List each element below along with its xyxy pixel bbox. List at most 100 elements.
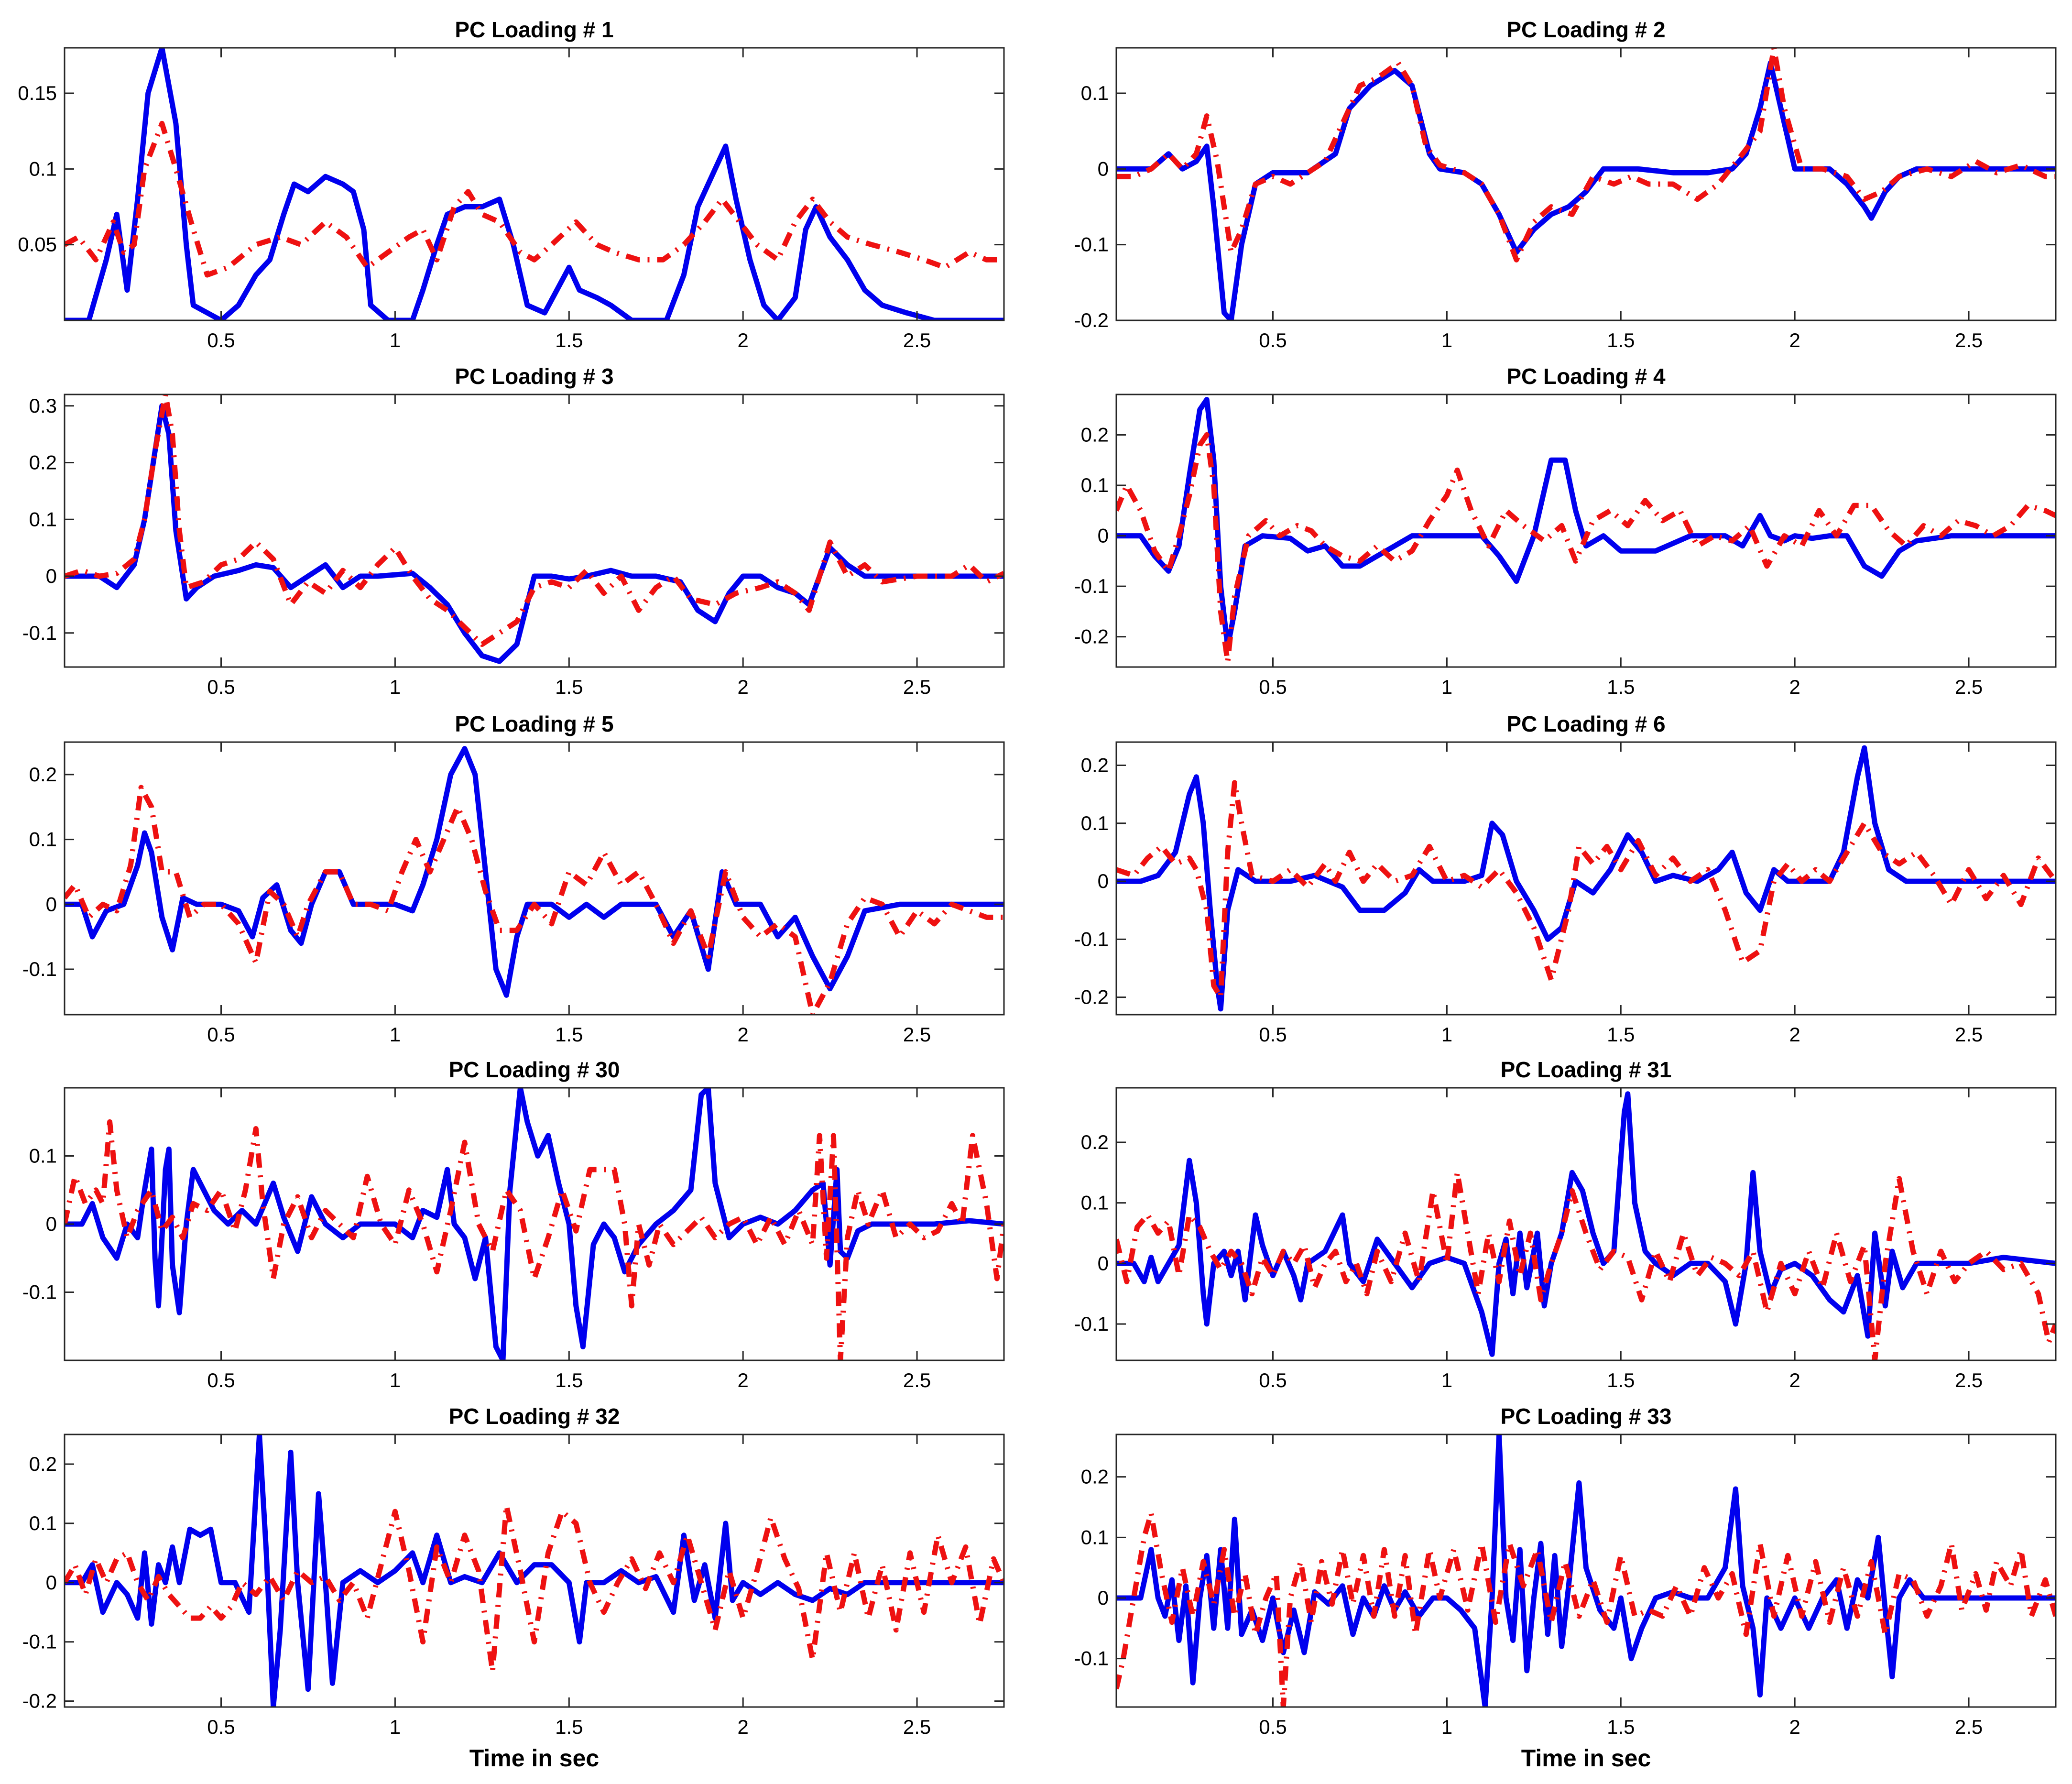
- x-tick-label: 1.5: [555, 1369, 583, 1391]
- axes-box: [1115, 741, 2057, 1016]
- x-tick-label: 2.5: [1955, 676, 1983, 698]
- x-tick-label: 1: [390, 676, 401, 698]
- x-tick-label: 2: [1789, 1369, 1800, 1391]
- x-tick-label: 1.5: [1607, 1369, 1635, 1391]
- series-line-blue-solid: [65, 48, 1004, 320]
- x-tick-label: 1: [1441, 1369, 1452, 1391]
- x-tick-label: 1.5: [1607, 676, 1635, 698]
- x-tick-label: 2.5: [1955, 1716, 1983, 1738]
- x-tick-label: 1: [1441, 1023, 1452, 1046]
- x-tick-label: 2: [1789, 1023, 1800, 1046]
- x-tick-label: 1: [390, 1023, 401, 1046]
- subplot-5: PC Loading # 5 0.5 1 1.5 2 2.5 -0.1 0 0.1 0.2: [22, 711, 1005, 1046]
- y-tick-label: 0.1: [29, 508, 57, 530]
- subplot-10: PC Loading # 33 0.5 1 1.5 2 2.5 -0.1 0 0.1 0.2 Tim…: [1074, 1404, 2057, 1772]
- y-tick-label: 0.2: [1081, 1466, 1109, 1488]
- subplot-1: PC Loading # 1 0.5 1 1.5 2 2.5 0.05 0.1 0.15: [18, 17, 1005, 351]
- series-line-blue-solid: [1116, 745, 2056, 1012]
- x-tick-label: 1: [1441, 676, 1452, 698]
- y-tick-label: 0.1: [1081, 812, 1109, 834]
- series-line-red-dashdot: [1116, 1170, 2056, 1360]
- x-tick-label: 0.5: [1259, 676, 1287, 698]
- subplot-7: PC Loading # 30 0.5 1 1.5 2 2.5 -0.1 0 0.1: [22, 1057, 1005, 1391]
- y-tick-label: -0.2: [1074, 309, 1109, 331]
- y-tick-label: 0: [1098, 1587, 1109, 1609]
- y-tick-label: -0.1: [1074, 575, 1109, 597]
- x-axis-label: Time in sec: [469, 1745, 599, 1772]
- axes-box: [1115, 1087, 2057, 1361]
- x-tick-label: 2.5: [1955, 1369, 1983, 1391]
- y-tick-label: 0: [46, 1571, 57, 1594]
- x-tick-label: 1.5: [555, 329, 583, 351]
- x-tick-label: 2: [737, 1023, 748, 1046]
- y-tick-label: 0: [1098, 157, 1109, 180]
- subplot-title: PC Loading # 4: [1506, 364, 1666, 389]
- x-tick-label: 0.5: [207, 1023, 235, 1046]
- subplot-title: PC Loading # 6: [1506, 711, 1665, 736]
- series-line-blue-solid: [1116, 1434, 2056, 1707]
- y-tick-label: 0.1: [29, 1145, 57, 1167]
- axes-box: [64, 1434, 1005, 1708]
- x-tick-label: 1: [390, 329, 401, 351]
- series-line-blue-solid: [65, 746, 1004, 998]
- x-tick-label: 2: [737, 329, 748, 351]
- subplot-title: PC Loading # 1: [455, 17, 613, 42]
- x-tick-label: 1.5: [555, 1716, 583, 1738]
- x-tick-label: 2: [737, 1716, 748, 1738]
- x-tick-label: 2: [737, 676, 748, 698]
- series-line-blue-solid: [65, 1088, 1004, 1360]
- y-tick-label: 0.2: [29, 1453, 57, 1475]
- x-tick-label: 0.5: [1259, 329, 1287, 351]
- y-tick-label: 0: [46, 893, 57, 915]
- x-tick-label: 0.5: [1259, 1716, 1287, 1738]
- series-line-red-dashdot: [1116, 432, 2056, 665]
- y-tick-label: 0.2: [1081, 1131, 1109, 1153]
- series-line-blue-solid: [1116, 397, 2056, 650]
- y-tick-label: -0.1: [22, 958, 57, 980]
- y-tick-label: -0.1: [22, 622, 57, 644]
- y-tick-label: 0.1: [29, 157, 57, 180]
- x-tick-label: 0.5: [1259, 1023, 1287, 1046]
- y-tick-label: -0.1: [1074, 1647, 1109, 1670]
- subplot-title: PC Loading # 33: [1501, 1404, 1672, 1429]
- series-line-red-dashdot: [65, 120, 1004, 278]
- x-tick-label: 1: [1441, 329, 1452, 351]
- y-tick-label: 0.1: [1081, 474, 1109, 496]
- subplot-title: PC Loading # 5: [455, 711, 613, 736]
- x-tick-label: 1.5: [555, 676, 583, 698]
- y-tick-label: 0.2: [1081, 754, 1109, 777]
- series-line-red-dashdot: [1116, 780, 2056, 1000]
- y-tick-label: 0.1: [1081, 1526, 1109, 1548]
- subplot-title: PC Loading # 3: [455, 364, 613, 389]
- y-tick-label: -0.1: [22, 1631, 57, 1653]
- x-axis-label: Time in sec: [1521, 1745, 1651, 1772]
- x-tick-label: 1.5: [555, 1023, 583, 1046]
- y-tick-label: 0.3: [29, 394, 57, 417]
- series-line-blue-solid: [65, 1434, 1004, 1707]
- axes-box: [64, 1087, 1005, 1361]
- axes-box: [1115, 394, 2057, 668]
- y-tick-label: -0.1: [1074, 928, 1109, 950]
- x-tick-label: 1: [390, 1369, 401, 1391]
- x-tick-label: 2.5: [1955, 1023, 1983, 1046]
- subplot-3: PC Loading # 3 0.5 1 1.5 2 2.5 -0.1 0 0.1 0.2 0.3: [22, 364, 1005, 698]
- y-tick-label: 0.1: [1081, 1192, 1109, 1214]
- series-line-blue-solid: [65, 403, 1004, 664]
- axes-box: [1115, 47, 2057, 321]
- x-tick-label: 0.5: [207, 1369, 235, 1391]
- x-tick-label: 2.5: [903, 1369, 931, 1391]
- x-tick-label: 0.5: [207, 1716, 235, 1738]
- y-tick-label: -0.2: [1074, 625, 1109, 648]
- y-tick-label: -0.1: [1074, 1313, 1109, 1335]
- subplot-4: PC Loading # 4 0.5 1 1.5 2 2.5 -0.2 -0.1 0 0.1 0.2: [1074, 364, 2057, 698]
- x-tick-label: 2.5: [903, 1716, 931, 1738]
- y-tick-label: -0.2: [1074, 986, 1109, 1008]
- y-tick-label: 0.2: [29, 451, 57, 474]
- x-tick-label: 2: [737, 1369, 748, 1391]
- series-line-red-dashdot: [1116, 48, 2056, 263]
- y-tick-label: -0.2: [22, 1690, 57, 1712]
- x-tick-label: 2.5: [903, 676, 931, 698]
- x-tick-label: 2.5: [903, 1023, 931, 1046]
- subplot-6: PC Loading # 6 0.5 1 1.5 2 2.5 -0.2 -0.1 0 0.1 0.2: [1074, 711, 2057, 1046]
